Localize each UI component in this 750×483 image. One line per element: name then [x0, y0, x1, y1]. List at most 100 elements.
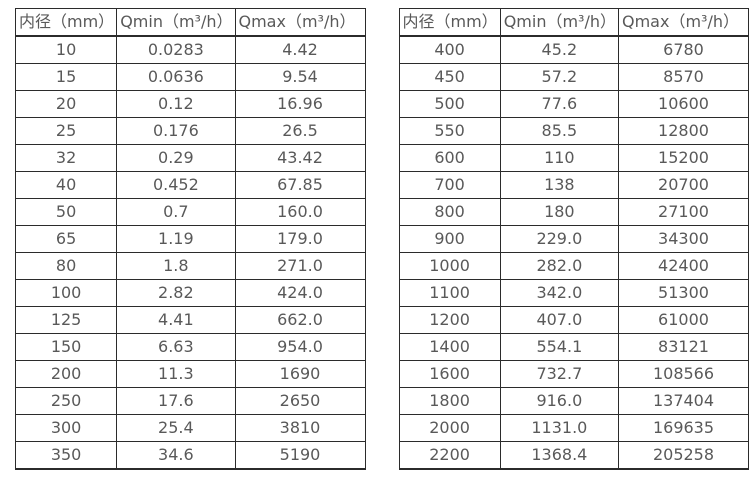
cell-qmin: 138: [499, 171, 620, 199]
table-row: 1600 732.7 108566: [398, 360, 749, 388]
table-body: 400 45.2 6780 450 57.2 8570 500 77.6 10600 550 85.…: [398, 35, 749, 470]
cell-inner-diameter: 40: [14, 171, 118, 199]
table-row: 1200 407.0 61000: [398, 306, 749, 334]
table-row: 600 110 15200: [398, 144, 749, 172]
cell-inner-diameter: 450: [398, 63, 501, 91]
cell-inner-diameter: 25: [14, 117, 118, 145]
cell-qmax: 4.42: [234, 35, 366, 64]
header-qmax: Qmax（m³/h）: [618, 8, 749, 37]
table-row: 200 11.3 1690: [14, 360, 366, 388]
table-row: 20 0.12 16.96: [14, 90, 366, 118]
cell-inner-diameter: 32: [14, 144, 118, 172]
table-row: 32 0.29 43.42: [14, 144, 366, 172]
cell-qmin: 0.0283: [116, 35, 236, 64]
cell-inner-diameter: 200: [14, 360, 118, 388]
cell-inner-diameter: 125: [14, 306, 118, 334]
cell-qmin: 6.63: [116, 333, 236, 361]
table-row: 250 17.6 2650: [14, 387, 366, 415]
cell-inner-diameter: 80: [14, 252, 118, 280]
header-inner-diameter: 内径（mm）: [14, 8, 118, 37]
cell-qmin: 342.0: [499, 279, 620, 307]
cell-inner-diameter: 1100: [398, 279, 501, 307]
cell-qmax: 20700: [618, 171, 749, 199]
cell-qmax: 42400: [618, 252, 749, 280]
cell-qmax: 61000: [618, 306, 749, 334]
cell-qmax: 954.0: [234, 333, 366, 361]
cell-qmax: 16.96: [234, 90, 366, 118]
cell-qmax: 15200: [618, 144, 749, 172]
cell-inner-diameter: 1000: [398, 252, 501, 280]
cell-qmax: 6780: [618, 35, 749, 64]
table-row: 2200 1368.4 205258: [398, 441, 749, 470]
cell-inner-diameter: 2000: [398, 414, 501, 442]
table-row: 50 0.7 160.0: [14, 198, 366, 226]
table-row: 900 229.0 34300: [398, 225, 749, 253]
table-row: 1000 282.0 42400: [398, 252, 749, 280]
cell-qmax: 271.0: [234, 252, 366, 280]
cell-qmin: 0.7: [116, 198, 236, 226]
cell-qmin: 0.176: [116, 117, 236, 145]
table-row: 80 1.8 271.0: [14, 252, 366, 280]
cell-qmin: 17.6: [116, 387, 236, 415]
cell-qmin: 1131.0: [499, 414, 620, 442]
cell-inner-diameter: 15: [14, 63, 118, 91]
cell-qmin: 77.6: [499, 90, 620, 118]
cell-qmax: 51300: [618, 279, 749, 307]
cell-qmin: 180: [499, 198, 620, 226]
header-qmin: Qmin（m³/h）: [499, 8, 620, 37]
table-row: 1100 342.0 51300: [398, 279, 749, 307]
cell-qmax: 2650: [234, 387, 366, 415]
cell-inner-diameter: 600: [398, 144, 501, 172]
table-row: 15 0.0636 9.54: [14, 63, 366, 91]
cell-qmin: 554.1: [499, 333, 620, 361]
cell-qmax: 67.85: [234, 171, 366, 199]
cell-qmax: 108566: [618, 360, 749, 388]
flow-rate-table-left: 内径（mm） Qmin（m³/h） Qmax（m³/h） 10 0.0283 4.4…: [14, 8, 366, 470]
cell-qmin: 732.7: [499, 360, 620, 388]
cell-qmax: 169635: [618, 414, 749, 442]
cell-qmin: 0.452: [116, 171, 236, 199]
header-qmin: Qmin（m³/h）: [116, 8, 236, 37]
cell-qmin: 110: [499, 144, 620, 172]
table-row: 1400 554.1 83121: [398, 333, 749, 361]
cell-qmin: 1368.4: [499, 441, 620, 470]
table-row: 1800 916.0 137404: [398, 387, 749, 415]
table-row: 125 4.41 662.0: [14, 306, 366, 334]
cell-inner-diameter: 900: [398, 225, 501, 253]
cell-inner-diameter: 1200: [398, 306, 501, 334]
cell-inner-diameter: 50: [14, 198, 118, 226]
cell-qmin: 0.0636: [116, 63, 236, 91]
cell-inner-diameter: 800: [398, 198, 501, 226]
header-qmax: Qmax（m³/h）: [234, 8, 366, 37]
table-row: 700 138 20700: [398, 171, 749, 199]
cell-inner-diameter: 250: [14, 387, 118, 415]
table-row: 40 0.452 67.85: [14, 171, 366, 199]
cell-inner-diameter: 700: [398, 171, 501, 199]
table-row: 400 45.2 6780: [398, 35, 749, 64]
cell-qmin: 4.41: [116, 306, 236, 334]
cell-qmin: 407.0: [499, 306, 620, 334]
cell-inner-diameter: 400: [398, 35, 501, 64]
flow-rate-table-right: 内径（mm） Qmin（m³/h） Qmax（m³/h） 400 45.2 6780…: [398, 8, 749, 470]
cell-qmin: 85.5: [499, 117, 620, 145]
cell-qmax: 27100: [618, 198, 749, 226]
header-inner-diameter: 内径（mm）: [398, 8, 501, 37]
cell-qmin: 45.2: [499, 35, 620, 64]
cell-qmax: 12800: [618, 117, 749, 145]
cell-qmin: 57.2: [499, 63, 620, 91]
table-row: 10 0.0283 4.42: [14, 35, 366, 64]
cell-qmax: 137404: [618, 387, 749, 415]
cell-qmin: 0.29: [116, 144, 236, 172]
table-row: 25 0.176 26.5: [14, 117, 366, 145]
cell-inner-diameter: 500: [398, 90, 501, 118]
table-row: 65 1.19 179.0: [14, 225, 366, 253]
table-row: 550 85.5 12800: [398, 117, 749, 145]
table-body: 10 0.0283 4.42 15 0.0636 9.54 20 0.12 16.96 25 0.1…: [14, 35, 366, 470]
cell-inner-diameter: 10: [14, 35, 118, 64]
cell-qmax: 43.42: [234, 144, 366, 172]
table-header-row: 内径（mm） Qmin（m³/h） Qmax（m³/h）: [14, 8, 366, 37]
table-row: 100 2.82 424.0: [14, 279, 366, 307]
table-row: 150 6.63 954.0: [14, 333, 366, 361]
cell-qmin: 0.12: [116, 90, 236, 118]
